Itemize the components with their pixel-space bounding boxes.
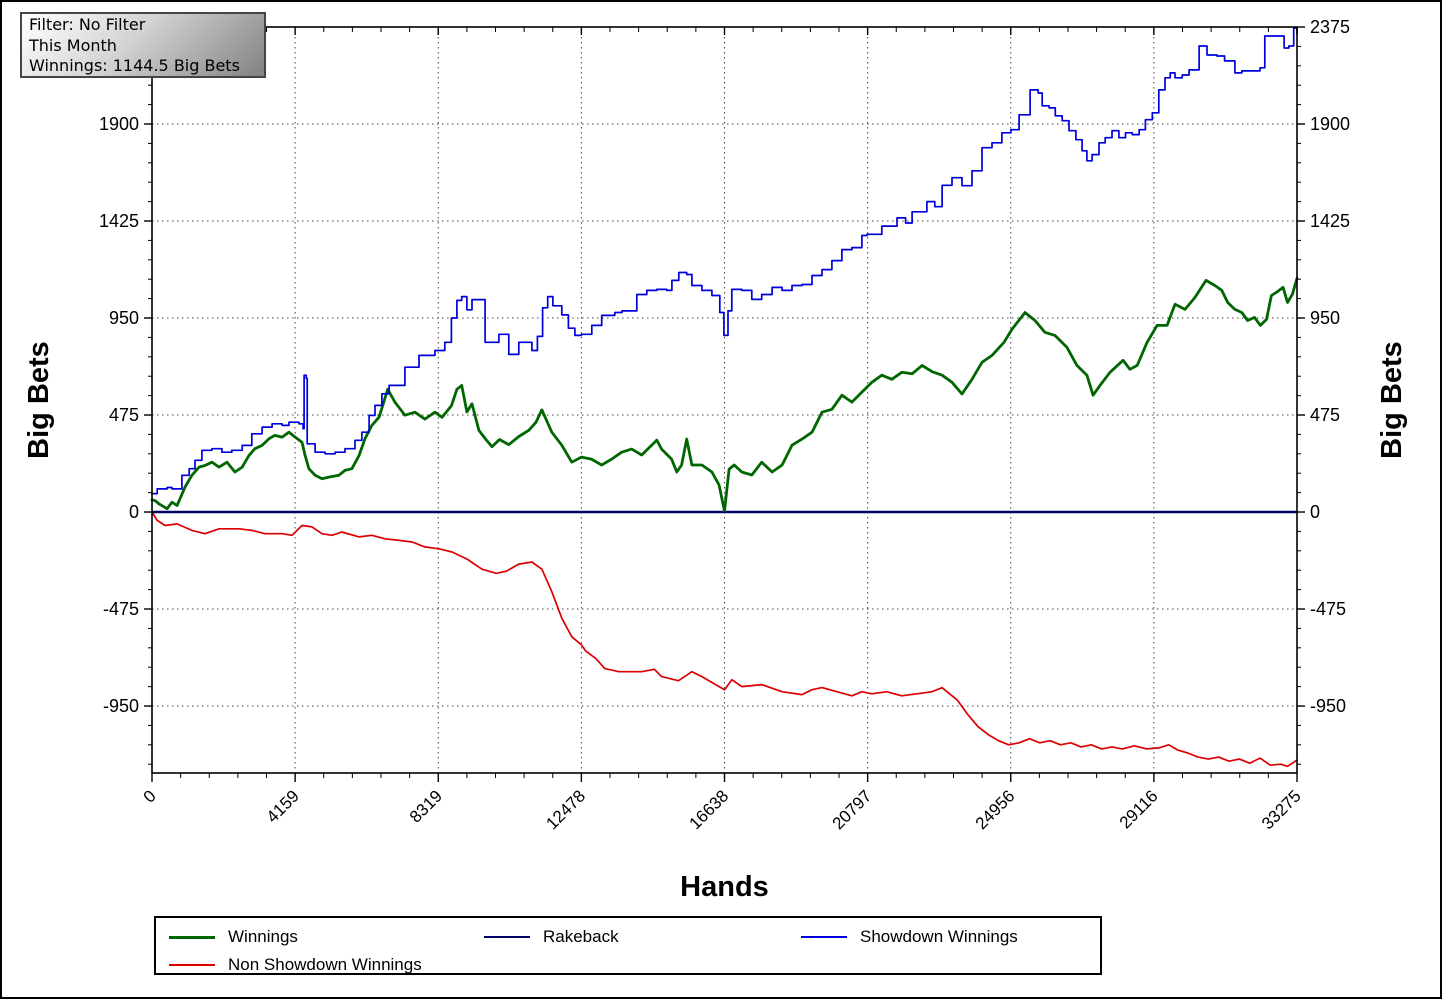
legend-item-rakeback: Rakeback xyxy=(484,927,619,947)
x-tick-label: 16638 xyxy=(685,786,732,833)
legend-label: Rakeback xyxy=(543,927,619,946)
y-axis-title-right: Big Bets xyxy=(1376,341,1408,459)
y-tick-label-right: -950 xyxy=(1310,696,1346,716)
y-tick-label-right: 475 xyxy=(1310,405,1340,425)
period-line: This Month xyxy=(29,35,117,55)
legend-label: Non Showdown Winnings xyxy=(228,955,422,974)
x-tick-label: 4159 xyxy=(263,786,303,826)
plot-frame xyxy=(151,26,1298,774)
legend-item-non-showdown-winnings: Non Showdown Winnings xyxy=(169,955,422,975)
series-line-showdown-winnings xyxy=(151,27,1298,495)
filter-line: Filter: No Filter xyxy=(29,15,146,34)
legend-item-winnings: Winnings xyxy=(169,927,298,947)
x-tick-label: 24956 xyxy=(972,786,1019,833)
legend-swatch xyxy=(484,936,530,938)
y-tick-label-left: -475 xyxy=(103,599,139,619)
y-tick-label-right: 0 xyxy=(1310,502,1320,522)
y-tick-label-left: 1425 xyxy=(99,211,139,231)
filter-info-box: Filter: No Filter This Month Winnings: 1… xyxy=(20,12,266,78)
legend-swatch xyxy=(169,964,215,966)
x-tick-label: 12478 xyxy=(542,786,589,833)
x-tick-label: 29116 xyxy=(1116,786,1162,832)
y-tick-label-right: -475 xyxy=(1310,599,1346,619)
winnings-line: Winnings: 1144.5 Big Bets xyxy=(29,56,240,75)
series-line-non-showdown-winnings xyxy=(151,511,1298,768)
x-tick-label: 33275 xyxy=(1258,786,1305,833)
y-tick-label-left: 1900 xyxy=(99,114,139,134)
y-tick-label-left: 950 xyxy=(109,308,139,328)
y-tick-label-right: 2375 xyxy=(1310,17,1350,37)
x-axis-title: Hands xyxy=(680,871,769,903)
y-tick-label-right: 950 xyxy=(1310,308,1340,328)
x-tick-label: 0 xyxy=(140,786,160,806)
y-tick-label-right: 1900 xyxy=(1310,114,1350,134)
y-tick-label-left: -950 xyxy=(103,696,139,716)
legend-box: Winnings Rakeback Showdown Winnings Non Sho… xyxy=(154,916,1102,975)
legend-swatch xyxy=(169,935,215,939)
legend-item-showdown-winnings: Showdown Winnings xyxy=(801,927,1018,947)
legend-label: Winnings xyxy=(228,927,298,946)
y-tick-label-left: 475 xyxy=(109,405,139,425)
x-tick-label: 8319 xyxy=(406,786,446,826)
y-tick-label-right: 1425 xyxy=(1310,211,1350,231)
y-axis-title-left: Big Bets xyxy=(23,341,55,459)
x-tick-label: 20797 xyxy=(829,786,876,833)
legend-swatch xyxy=(801,936,847,938)
series-line-winnings xyxy=(150,276,1299,513)
legend-label: Showdown Winnings xyxy=(860,927,1018,946)
y-tick-label-left: 0 xyxy=(129,502,139,522)
